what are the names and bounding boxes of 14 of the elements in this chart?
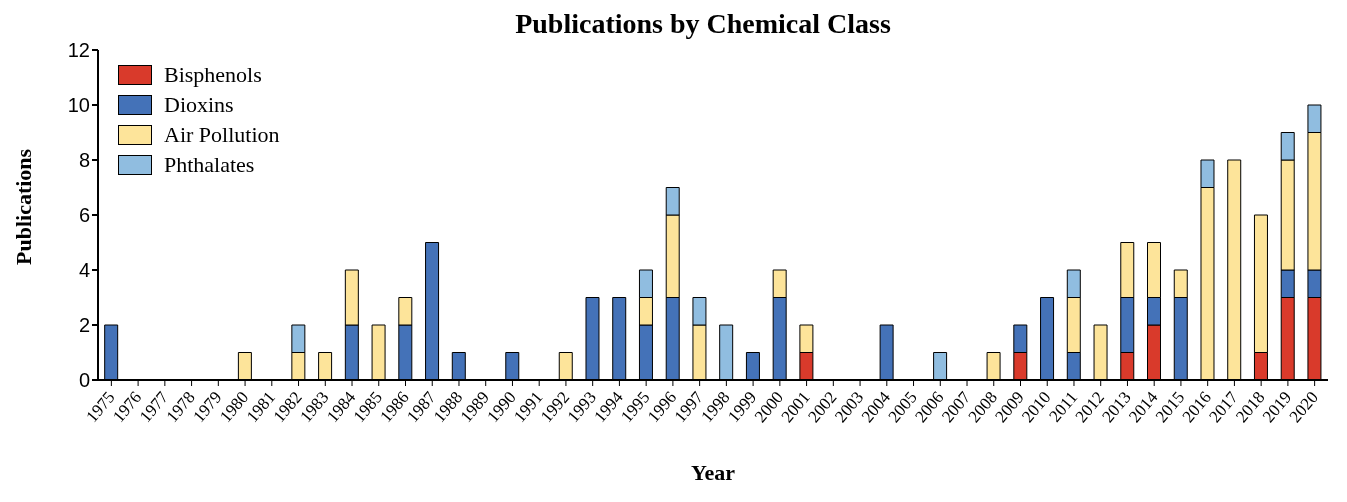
y-tick-label: 2 bbox=[78, 314, 90, 337]
y-axis-title: Publications bbox=[10, 148, 36, 265]
chart-title: Publications by Chemical Class bbox=[514, 8, 892, 40]
legend-label: Phthalates bbox=[164, 151, 255, 179]
y-tick-label: 6 bbox=[78, 204, 90, 227]
legend-label: Dioxins bbox=[164, 91, 234, 119]
y-tick-label: 4 bbox=[78, 259, 90, 282]
x-axis-title: Year bbox=[691, 460, 736, 485]
y-tick-label: 8 bbox=[78, 149, 90, 172]
y-tick-label: 12 bbox=[67, 39, 90, 62]
legend-label: Bisphenols bbox=[164, 61, 262, 89]
legend-label: Air Pollution bbox=[164, 121, 280, 149]
y-tick-label: 0 bbox=[78, 369, 90, 392]
y-tick-label: 10 bbox=[67, 94, 90, 117]
